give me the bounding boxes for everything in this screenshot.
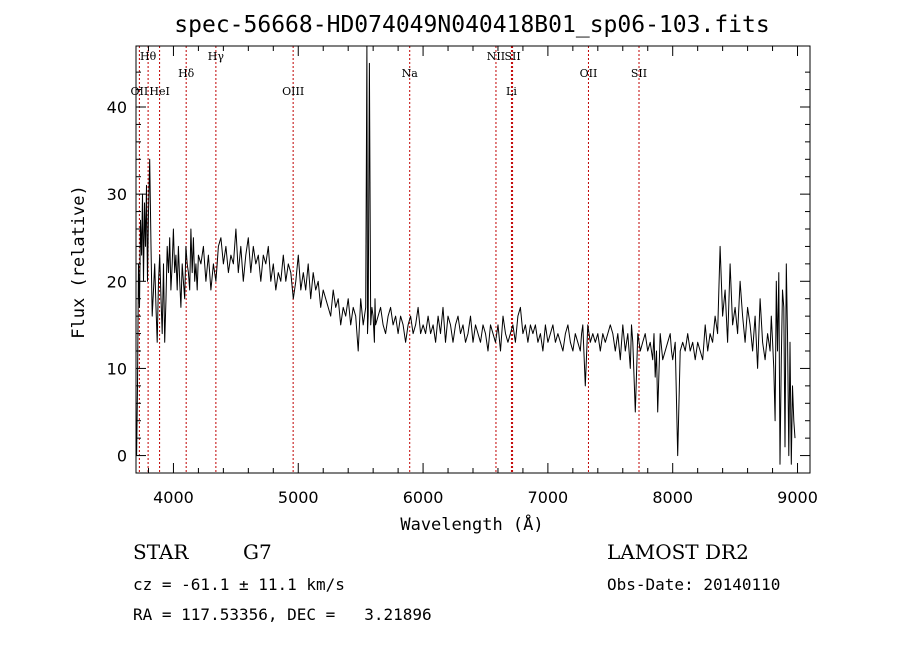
marker-label-2: HeI [149,85,169,98]
ra-dec-coordinates: RA = 117.53356, DEC = 3.21896 [133,605,432,624]
marker-label-11: SII [631,67,647,80]
y-tick-label: 40 [107,98,127,117]
marker-label-1: OII [131,85,149,98]
marker-label-10: OII [580,67,598,80]
observation-date: Obs-Date: 20140110 [607,575,780,594]
marker-label-3: Hδ [178,67,195,80]
x-tick-label: 7000 [528,488,569,507]
survey-name: LAMOST DR2 [607,540,749,564]
chart-title: spec-56668-HD074049N040418B01_sp06-103.f… [174,12,769,38]
y-axis: 0 10 20 30 40 [107,71,810,466]
y-tick-label: 10 [107,359,127,378]
y-axis-label: Flux (relative) [69,185,89,339]
x-tick-label: 8000 [652,488,693,507]
object-subclass: G7 [243,540,272,564]
x-tick-label: 6000 [403,488,444,507]
marker-label-9: Li [506,85,517,98]
y-tick-label: 30 [107,185,127,204]
y-tick-label: 0 [117,447,127,466]
marker-label-7: NII [487,50,505,63]
x-tick-label: 5000 [278,488,319,507]
marker-label-8: SII [504,50,520,63]
x-axis-label: Wavelength (Å) [400,513,543,535]
x-tick-label: 4000 [153,488,194,507]
y-tick-label: 20 [107,272,127,291]
spectrum-line [136,45,796,465]
marker-label-4: Hγ [208,50,225,63]
marker-label-5: OIII [282,85,304,98]
marker-label-6: Na [402,67,419,80]
marker-label-0: Hθ [140,50,157,63]
x-axis: 4000 5000 6000 7000 8000 9000 [147,46,818,507]
object-class: STAR [133,540,189,564]
redshift-velocity: cz = -61.1 ± 11.1 km/s [133,575,345,594]
x-tick-label: 9000 [777,488,818,507]
spectrum-series [136,45,796,465]
